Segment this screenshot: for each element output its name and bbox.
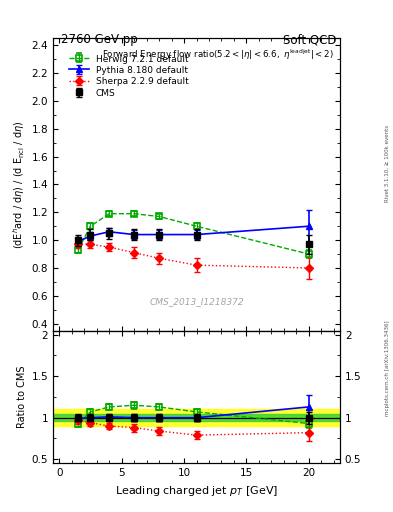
Text: mcplots.cern.ch [arXiv:1306.3436]: mcplots.cern.ch [arXiv:1306.3436]	[385, 321, 389, 416]
X-axis label: Leading charged jet $p_T$ [GeV]: Leading charged jet $p_T$ [GeV]	[115, 484, 278, 498]
Text: 2760 GeV pp: 2760 GeV pp	[61, 33, 138, 46]
Text: Soft QCD: Soft QCD	[283, 33, 336, 46]
Y-axis label: (dE$^h$ard / d$\eta$) / (d E$_\mathrm{ncl}$ / d$\eta$): (dE$^h$ard / d$\eta$) / (d E$_\mathrm{nc…	[12, 120, 28, 249]
Legend: Herwig 7.2.1 default, Pythia 8.180 default, Sherpa 2.2.9 default, CMS: Herwig 7.2.1 default, Pythia 8.180 defau…	[66, 52, 191, 100]
Text: Forward Energy flow ratio$(5.2 < |\eta| < 6.6,\ \eta^\mathrm{leadjet}| < 2)$: Forward Energy flow ratio$(5.2 < |\eta| …	[102, 47, 334, 61]
Text: CMS_2013_I1218372: CMS_2013_I1218372	[149, 297, 244, 306]
Text: Rivet 3.1.10, ≥ 100k events: Rivet 3.1.10, ≥ 100k events	[385, 125, 389, 202]
Y-axis label: Ratio to CMS: Ratio to CMS	[17, 366, 28, 428]
